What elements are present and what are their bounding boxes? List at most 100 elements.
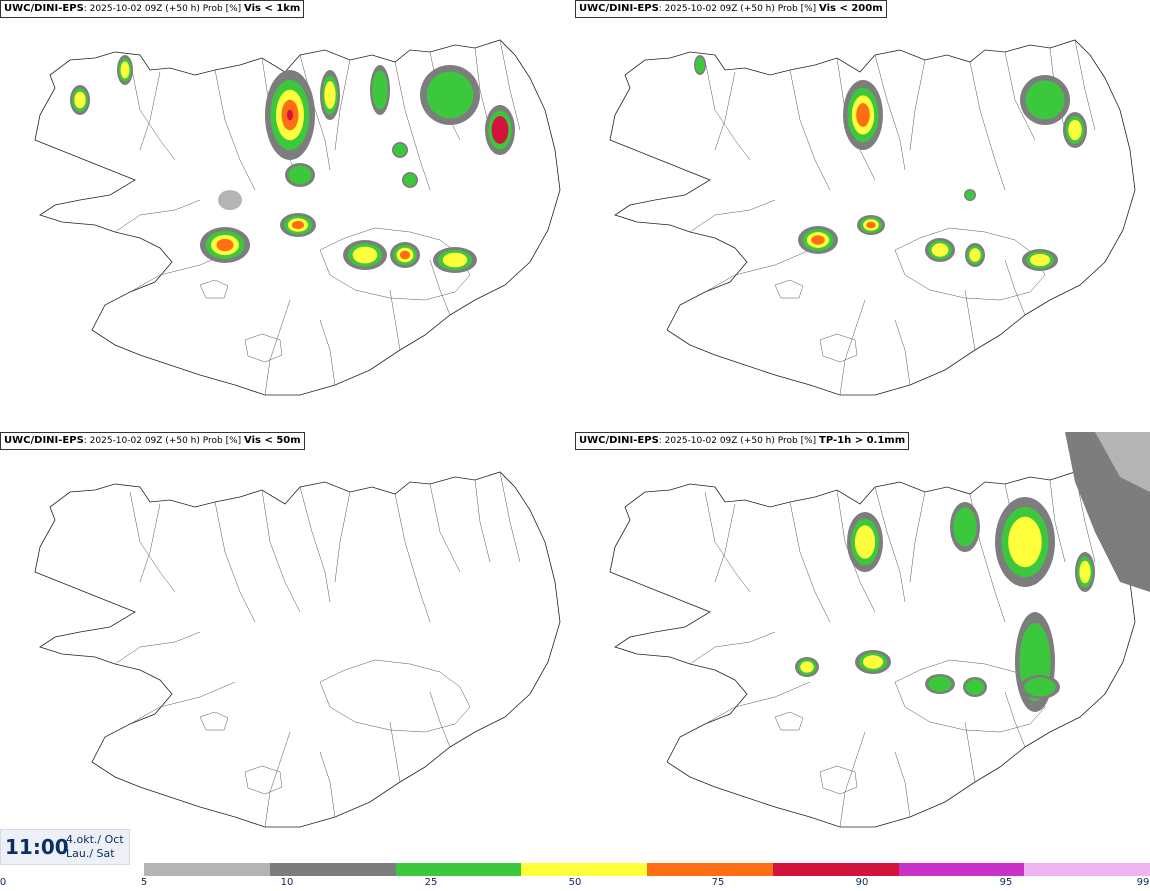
boundary-line (874, 486, 906, 603)
colorbar-tick-label: 50 (568, 877, 582, 888)
probability-area (862, 655, 884, 669)
glacier-outline (319, 659, 471, 733)
boundary-line (429, 483, 461, 573)
probability-area (393, 143, 407, 157)
boundary-line (429, 691, 451, 748)
colorbar-tick-label: 5 (140, 877, 148, 888)
boundary-line (969, 61, 1006, 191)
boundary-line (299, 486, 331, 603)
boundary-line (114, 631, 201, 665)
boundary-line (474, 479, 491, 563)
boundary-line (964, 721, 976, 783)
probability-area (403, 173, 417, 187)
coastline (34, 471, 561, 828)
boundary-line (264, 731, 291, 828)
colorbar-tick-label: 10 (280, 877, 294, 888)
variable-name: TP-1h > 0.1mm (819, 435, 906, 446)
valid-time: 11:00 (5, 835, 69, 859)
run-info: : 2025-10-02 09Z (+50 h) Prob [%] (83, 436, 245, 446)
probability-area (953, 507, 977, 547)
boundary-line (394, 61, 431, 191)
map-panel-vis-50m: UWC/DINI-EPS: 2025-10-02 09Z (+50 h) Pro… (0, 432, 575, 864)
boundary-line (704, 59, 751, 161)
probability-area (928, 676, 952, 692)
boundary-line (261, 489, 301, 613)
glacier-outline (894, 659, 1046, 733)
boundary-line (964, 289, 976, 351)
boundary-line (789, 501, 831, 623)
boundary-line (894, 751, 911, 818)
probability-area (372, 70, 388, 110)
boundary-line (394, 493, 431, 623)
glacier-outline (894, 227, 1046, 301)
panel-title: UWC/DINI-EPS: 2025-10-02 09Z (+50 h) Pro… (575, 0, 887, 18)
glacier-outline (244, 333, 283, 363)
colorbar-segment (395, 863, 522, 876)
boundary-line (909, 59, 926, 151)
panel-title: UWC/DINI-EPS: 2025-10-02 09Z (+50 h) Pro… (575, 432, 910, 450)
boundary-line (1004, 51, 1036, 141)
probability-area (1095, 432, 1150, 492)
boundary-line (334, 491, 351, 583)
probability-area (695, 57, 705, 73)
probability-area (491, 116, 509, 144)
map-panel-precip: UWC/DINI-EPS: 2025-10-02 09Z (+50 h) Pro… (575, 432, 1150, 864)
colorbar-segment (772, 863, 899, 876)
colorbar-segment (1024, 863, 1150, 876)
boundary-line (139, 71, 161, 151)
boundary-line (714, 503, 736, 583)
model-name: UWC/DINI-EPS (4, 3, 84, 14)
iceland-map (609, 39, 1136, 396)
colorbar-segment (521, 863, 647, 876)
colorbar-tick-label: 0 (0, 877, 7, 888)
glacier-outline (319, 227, 471, 301)
valid-weekday: Lau./ Sat (66, 847, 115, 860)
colorbar-segment (647, 863, 773, 876)
boundary-line (704, 681, 811, 725)
probability-area (965, 190, 975, 200)
glacier-outline (244, 765, 283, 795)
model-name: UWC/DINI-EPS (579, 435, 659, 446)
boundary-line (839, 731, 866, 828)
boundary-line (429, 259, 451, 316)
iceland-map (34, 471, 561, 828)
probability-area (1068, 119, 1082, 141)
probability-area (1024, 677, 1056, 697)
boundary-line (319, 319, 336, 386)
boundary-line (499, 39, 521, 131)
probability-area (854, 525, 876, 559)
probability-area (800, 661, 814, 673)
boundary-line (264, 299, 291, 396)
panel-title: UWC/DINI-EPS: 2025-10-02 09Z (+50 h) Pro… (0, 0, 305, 18)
boundary-line (139, 503, 161, 583)
colorbar-segment (898, 863, 1025, 876)
probability-area (442, 252, 468, 268)
probability-area (74, 91, 86, 109)
boundary-line (909, 491, 926, 583)
map-panel-vis-200m: UWC/DINI-EPS: 2025-10-02 09Z (+50 h) Pro… (575, 0, 1150, 432)
probability-area (931, 243, 949, 257)
colorbar-tick-label: 90 (855, 877, 869, 888)
boundary-line (214, 501, 256, 623)
probability-area (216, 238, 234, 252)
probability-area (291, 220, 305, 230)
run-info: : 2025-10-02 09Z (+50 h) Prob [%] (83, 4, 245, 14)
probability-area (856, 103, 870, 127)
probability-area (426, 71, 474, 119)
probability-area (1025, 80, 1065, 120)
colorbar-tick-label: 75 (711, 877, 725, 888)
boundary-line (689, 631, 776, 665)
boundary-line (499, 471, 521, 563)
boundary-line (1074, 39, 1096, 131)
colorbar-segment (269, 863, 396, 876)
boundary-line (129, 681, 236, 725)
run-info: : 2025-10-02 09Z (+50 h) Prob [%] (658, 436, 820, 446)
glacier-outline (819, 333, 858, 363)
model-name: UWC/DINI-EPS (4, 435, 84, 446)
boundary-line (114, 199, 201, 233)
probability-area (324, 81, 336, 109)
probability-area (811, 235, 825, 245)
boundary-line (299, 54, 331, 171)
glacier-outline (819, 765, 858, 795)
boundary-line (334, 59, 351, 151)
